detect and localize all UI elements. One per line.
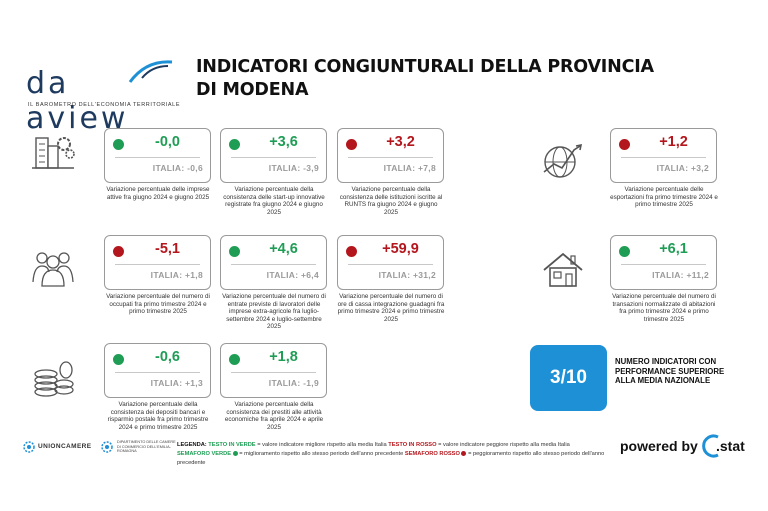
house-icon bbox=[543, 252, 583, 287]
indicator-description: Variazione percentuale del numero di ent… bbox=[222, 293, 326, 331]
status-light bbox=[619, 139, 630, 150]
logo-swoosh-icon bbox=[128, 60, 173, 83]
indicator-description: Variazione percentuale del numero di tra… bbox=[612, 293, 716, 323]
italia-value: ITALIA: -1,9 bbox=[268, 378, 319, 388]
italia-value: ITALIA: +31,2 bbox=[378, 270, 436, 280]
divider bbox=[621, 157, 706, 158]
status-light bbox=[113, 246, 124, 257]
divider bbox=[621, 264, 706, 265]
divider bbox=[115, 157, 200, 158]
italia-value: ITALIA: -0,6 bbox=[152, 163, 203, 173]
indicator-description: Variazione percentuale della consistenza… bbox=[223, 186, 325, 216]
indicator-value: +4,6 bbox=[269, 241, 298, 257]
score-description: NUMERO INDICATORI CON PERFORMANCE SUPERI… bbox=[615, 357, 725, 385]
divider bbox=[115, 372, 200, 373]
indicator-value: +3,2 bbox=[386, 134, 415, 150]
status-light bbox=[229, 246, 240, 257]
italia-value: ITALIA: +7,8 bbox=[383, 163, 436, 173]
dataview-logo: da aview IL BAROMETRO DELL'ECONOMIA TERR… bbox=[26, 58, 180, 136]
italia-value: ITALIA: +11,2 bbox=[652, 270, 709, 280]
indicator-card-startup: +3,6 ITALIA: -3,9 bbox=[220, 128, 327, 183]
status-light bbox=[229, 139, 240, 150]
unioncamere-logo-icon bbox=[23, 441, 35, 453]
legend-green-text: TESTO IN VERDE bbox=[208, 442, 256, 448]
people-group-icon bbox=[32, 252, 74, 287]
indicator-card-entrate: +4,6 ITALIA: +6,4 bbox=[220, 235, 327, 290]
legend-green-light-desc: = miglioramento rispetto allo stesso per… bbox=[239, 451, 404, 457]
divider bbox=[348, 264, 433, 265]
department-label: DIPARTIMENTO DELLE CAMERE DI COMMERCIO D… bbox=[117, 440, 176, 454]
indicator-description: Variazione percentuale delle imprese att… bbox=[106, 186, 210, 201]
score-badge: 3/10 bbox=[530, 345, 607, 411]
page-title: INDICATORI CONGIUNTURALI DELLA PROVINCIA… bbox=[196, 57, 654, 100]
indicator-value: -0,0 bbox=[155, 134, 180, 150]
indicator-description: Variazione percentuale del numero di occ… bbox=[106, 293, 210, 316]
cstat-c-icon bbox=[702, 434, 719, 458]
indicator-card-runts: +3,2 ITALIA: +7,8 bbox=[337, 128, 444, 183]
coins-icon bbox=[34, 361, 74, 397]
legend: LEGENDA: TESTO IN VERDE = valore indicat… bbox=[177, 441, 617, 468]
indicator-card-esportazioni: +1,2 ITALIA: +3,2 bbox=[610, 128, 717, 183]
italia-value: ITALIA: +1,8 bbox=[150, 270, 203, 280]
legend-red-light-desc: = peggioramento rispetto allo stesso per… bbox=[177, 451, 605, 466]
status-light bbox=[229, 354, 240, 365]
legend-green-light: SEMAFORO VERDE bbox=[177, 451, 232, 457]
indicator-value: +59,9 bbox=[382, 241, 419, 257]
green-light-icon bbox=[232, 451, 238, 456]
indicator-description: Variazione percentuale della consistenza… bbox=[107, 401, 209, 431]
indicator-description: Variazione percentuale del numero di ore… bbox=[337, 293, 445, 323]
legend-red-desc: = valore indicatore peggiore rispetto al… bbox=[438, 442, 570, 448]
legend-green-desc: = valore indicatore migliore rispetto al… bbox=[257, 442, 387, 448]
department-logo-icon bbox=[101, 441, 113, 453]
cstat-logo: .stat bbox=[702, 434, 745, 458]
divider bbox=[231, 372, 316, 373]
unioncamere-label: UNIONCAMERE bbox=[38, 443, 92, 450]
powered-by-label: powered by bbox=[620, 438, 698, 454]
legend-red-light: SEMAFORO ROSSO bbox=[404, 451, 460, 457]
indicator-value: +1,8 bbox=[269, 349, 298, 365]
buildings-gears-icon bbox=[32, 137, 75, 169]
status-light bbox=[346, 139, 357, 150]
indicator-value: +6,1 bbox=[659, 241, 688, 257]
indicator-card-depositi: -0,6 ITALIA: +1,3 bbox=[104, 343, 211, 398]
red-light-icon bbox=[461, 451, 467, 456]
indicator-description: Variazione percentuale delle esportazion… bbox=[610, 186, 718, 209]
italia-value: ITALIA: +3,2 bbox=[656, 163, 709, 173]
indicator-card-cassa-integrazione: +59,9 ITALIA: +31,2 bbox=[337, 235, 444, 290]
indicator-card-occupati: -5,1 ITALIA: +1,8 bbox=[104, 235, 211, 290]
indicator-value: -5,1 bbox=[155, 241, 180, 257]
status-light bbox=[346, 246, 357, 257]
indicator-card-imprese: -0,0 ITALIA: -0,6 bbox=[104, 128, 211, 183]
italia-value: ITALIA: +6,4 bbox=[266, 270, 319, 280]
globe-trade-icon bbox=[543, 143, 583, 178]
logo-tagline: IL BAROMETRO DELL'ECONOMIA TERRITORIALE bbox=[28, 102, 181, 108]
divider bbox=[115, 264, 200, 265]
legend-label: LEGENDA: bbox=[177, 442, 207, 448]
legend-red-text: TESTO IN ROSSO bbox=[388, 442, 437, 448]
indicator-value: +3,6 bbox=[269, 134, 298, 150]
divider bbox=[231, 264, 316, 265]
indicator-card-abitazioni: +6,1 ITALIA: +11,2 bbox=[610, 235, 717, 290]
italia-value: ITALIA: +1,3 bbox=[150, 378, 203, 388]
indicator-description: Variazione percentuale della consistenza… bbox=[224, 401, 324, 431]
status-light bbox=[113, 139, 124, 150]
indicator-value: -0,6 bbox=[155, 349, 180, 365]
status-light bbox=[113, 354, 124, 365]
indicator-value: +1,2 bbox=[659, 134, 688, 150]
divider bbox=[231, 157, 316, 158]
cstat-label: .stat bbox=[716, 438, 745, 454]
indicator-card-prestiti: +1,8 ITALIA: -1,9 bbox=[220, 343, 327, 398]
indicator-description: Variazione percentuale della consistenza… bbox=[339, 186, 443, 216]
italia-value: ITALIA: -3,9 bbox=[268, 163, 319, 173]
status-light bbox=[619, 246, 630, 257]
divider bbox=[348, 157, 433, 158]
